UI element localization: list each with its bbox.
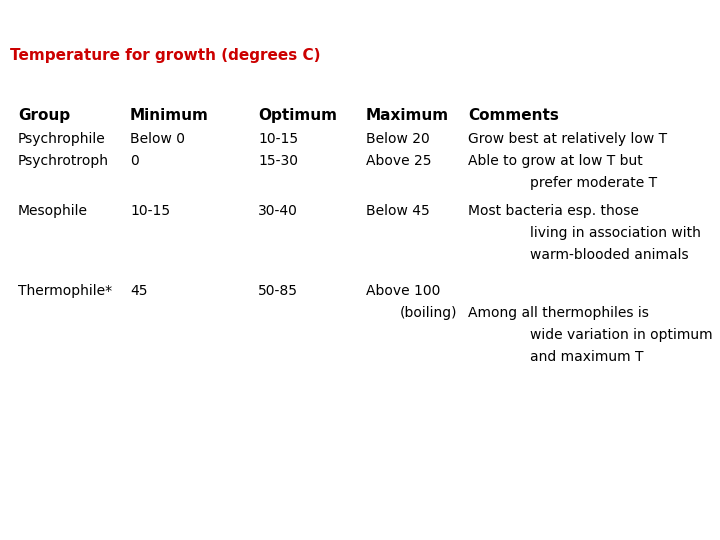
- Text: Below 45: Below 45: [366, 204, 430, 218]
- Text: Minimum: Minimum: [130, 108, 209, 123]
- Text: Above 100: Above 100: [366, 284, 441, 298]
- Text: 10-15: 10-15: [130, 204, 170, 218]
- Text: 0: 0: [130, 154, 139, 168]
- Text: Optimum: Optimum: [258, 108, 337, 123]
- Text: and maximum T: and maximum T: [530, 350, 644, 364]
- Text: Below 0: Below 0: [130, 132, 185, 146]
- Text: Most bacteria esp. those: Most bacteria esp. those: [468, 204, 639, 218]
- Text: Below 20: Below 20: [366, 132, 430, 146]
- Text: Thermophile*: Thermophile*: [18, 284, 112, 298]
- Text: Temperature for growth (degrees C): Temperature for growth (degrees C): [10, 48, 320, 63]
- Text: Above 25: Above 25: [366, 154, 431, 168]
- Text: 45: 45: [130, 284, 148, 298]
- Text: Among all thermophiles is: Among all thermophiles is: [468, 306, 649, 320]
- Text: 10-15: 10-15: [258, 132, 298, 146]
- Text: Psychrophile: Psychrophile: [18, 132, 106, 146]
- Text: wide variation in optimum: wide variation in optimum: [530, 328, 713, 342]
- Text: Group: Group: [18, 108, 70, 123]
- Text: Mesophile: Mesophile: [18, 204, 88, 218]
- Text: 15-30: 15-30: [258, 154, 298, 168]
- Text: Grow best at relatively low T: Grow best at relatively low T: [468, 132, 667, 146]
- Text: 30-40: 30-40: [258, 204, 298, 218]
- Text: Maximum: Maximum: [366, 108, 449, 123]
- Text: living in association with: living in association with: [530, 226, 701, 240]
- Text: Psychrotroph: Psychrotroph: [18, 154, 109, 168]
- Text: warm-blooded animals: warm-blooded animals: [530, 248, 688, 262]
- Text: Able to grow at low T but: Able to grow at low T but: [468, 154, 643, 168]
- Text: 50-85: 50-85: [258, 284, 298, 298]
- Text: Comments: Comments: [468, 108, 559, 123]
- Text: (boiling): (boiling): [400, 306, 457, 320]
- Text: prefer moderate T: prefer moderate T: [530, 176, 657, 190]
